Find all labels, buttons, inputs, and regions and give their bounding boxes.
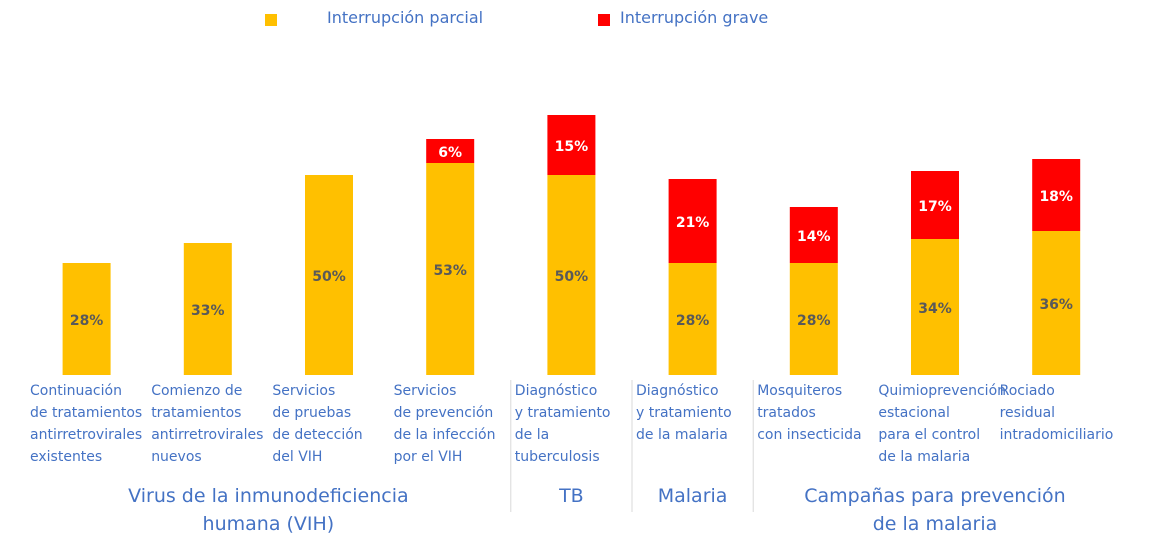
bar-segment — [1032, 231, 1081, 375]
bar-segment — [911, 171, 959, 239]
bar-segment — [789, 263, 838, 375]
data-label: 36% — [1039, 297, 1073, 313]
x-tick-label: Mosquiteros tratados con insecticida — [757, 383, 862, 443]
x-tick-label: Continuación de tratamientos antirretrov… — [30, 383, 143, 465]
data-label: 50% — [312, 269, 346, 285]
x-tick-label: Diagnóstico y tratamiento de la tubercul… — [514, 383, 611, 465]
data-label: 21% — [676, 215, 710, 231]
data-label: 34% — [918, 301, 952, 317]
bar-segment — [668, 263, 717, 375]
data-label: 15% — [555, 139, 589, 155]
bar-segment — [426, 163, 475, 375]
group-label: Campañas para prevención de la malaria — [804, 485, 1066, 535]
bar-segment — [547, 115, 596, 175]
data-label: 28% — [797, 313, 831, 329]
data-label: 28% — [676, 313, 710, 329]
data-label: 33% — [191, 303, 225, 319]
legend-swatch — [598, 14, 610, 26]
bar-segment — [911, 239, 959, 375]
x-tick-label: Rociado residual intradomiciliario — [999, 383, 1114, 443]
bar-segment — [1032, 159, 1081, 231]
bar-segment — [668, 179, 717, 263]
legend-label: Interrupción parcial — [327, 8, 484, 27]
x-tick-label: Servicios de prevención de la infección … — [393, 383, 496, 465]
group-label: Malaria — [657, 485, 728, 507]
group-label: TB — [559, 485, 584, 507]
x-tick-label: Servicios de pruebas de detección del VI… — [272, 383, 363, 465]
x-tick-label: Diagnóstico y tratamiento de la malaria — [636, 383, 732, 443]
bar-segment — [183, 243, 232, 375]
data-label: 17% — [918, 199, 952, 215]
legend-label: Interrupción grave — [620, 8, 769, 27]
data-label: 14% — [797, 229, 831, 245]
data-label: 50% — [555, 269, 589, 285]
x-tick-label: Quimioprevención estacional para el cont… — [878, 383, 1007, 465]
bar-segment — [305, 175, 353, 375]
bar-segment — [547, 175, 596, 375]
bar-segment — [426, 139, 475, 163]
x-tick-label: Comienzo de tratamientos antirretroviral… — [151, 383, 264, 465]
group-label: Virus de la inmunodeficiencia humana (VI… — [128, 485, 409, 535]
data-label: 18% — [1039, 189, 1073, 205]
data-label: 53% — [433, 263, 467, 279]
bar-segment — [62, 263, 111, 375]
bar-segment — [789, 207, 838, 263]
data-label: 28% — [70, 313, 104, 329]
data-label: 6% — [438, 145, 462, 161]
legend-swatch — [265, 14, 277, 26]
